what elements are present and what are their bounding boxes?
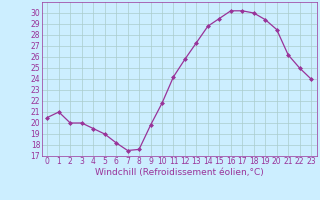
- X-axis label: Windchill (Refroidissement éolien,°C): Windchill (Refroidissement éolien,°C): [95, 168, 264, 177]
